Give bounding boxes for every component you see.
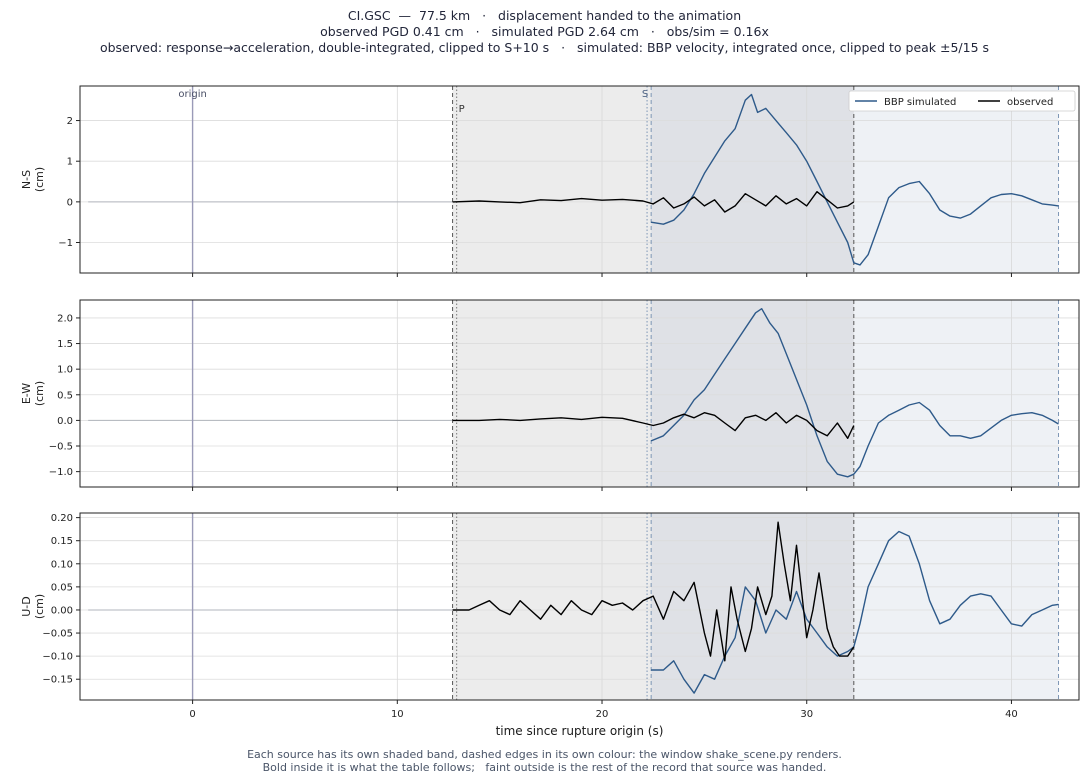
simulated-series-line: [650, 308, 1059, 478]
panel-1: −1 0 1 2 N-S(cm) origin P S BBP simulated observe…: [20, 85, 1080, 277]
panel-2: −1.0 −0.5 0.0 0.5 1.0 1.5 2.0 E-W(cm): [20, 299, 1080, 491]
observed-series-line: [452, 191, 855, 213]
legend-label-observed: observed: [1007, 97, 1053, 108]
y-axis-label: N-S(cm): [20, 167, 46, 192]
y-tick-label: 1.0: [57, 365, 73, 376]
p-marker-label: P: [459, 104, 465, 115]
chart-legend: BBP simulated observed: [848, 90, 1076, 112]
y-tick-label: 0.15: [51, 536, 73, 547]
y-tick-label: 0.05: [51, 582, 73, 593]
legend-label-simulated: BBP simulated: [884, 97, 956, 108]
simulated-series-line: [650, 93, 1059, 266]
overlap-window-band: [651, 300, 854, 487]
y-tick-label: 0.0: [57, 416, 73, 427]
y-tick-label: −0.5: [49, 442, 73, 453]
y-tick-label: 0.5: [57, 390, 73, 401]
panel-3: −0.15 −0.10 −0.05 0.00 0.05 0.10 0.15 0.20 0 10 20…: [20, 512, 1080, 720]
x-tick-label: 10: [391, 709, 404, 720]
chart-title-line-3: observed: response→acceleration, double-…: [99, 40, 990, 55]
y-tick-label: 0.20: [51, 513, 73, 524]
overlap-window-band: [651, 513, 854, 700]
x-tick-label: 30: [800, 709, 813, 720]
y-tick-label: −1: [58, 238, 73, 249]
y-axis-label: E-W(cm): [20, 381, 46, 406]
panel-plot-area: [80, 86, 1079, 273]
y-tick-label: 0: [67, 197, 73, 208]
chart-title-line-1: CI.GSC — 77.5 km · displacement handed t…: [347, 8, 742, 23]
panel-plot-area: [80, 513, 1079, 700]
y-tick-label: 0.00: [51, 605, 73, 616]
y-tick-label: −0.10: [42, 652, 73, 663]
origin-marker-label: origin: [178, 89, 206, 100]
footnote-line-2: Bold inside it is what the table follows…: [262, 761, 827, 774]
chart-title-line-2: observed PGD 0.41 cm · simulated PGD 2.6…: [320, 24, 769, 39]
x-tick-label: 40: [1005, 709, 1018, 720]
overlap-window-band: [651, 86, 854, 273]
panel-frame: [79, 512, 1080, 701]
footnote-line-1: Each source has its own shaded band, das…: [247, 748, 842, 761]
panel-frame: [79, 85, 1080, 274]
x-tick-label: 20: [596, 709, 609, 720]
observed-series-line: [452, 412, 855, 439]
y-tick-label: 1: [67, 157, 73, 168]
y-tick-label: 0.10: [51, 559, 73, 570]
legend-box: [848, 90, 1076, 112]
y-tick-label: 2: [67, 116, 73, 127]
observed-series-line: [452, 521, 855, 662]
panel-plot-area: [80, 300, 1079, 487]
simulated-series-line: [651, 530, 1059, 694]
x-axis-label: time since rupture origin (s): [495, 724, 664, 738]
y-tick-label: −0.15: [42, 675, 73, 686]
s-marker-label: S: [642, 89, 648, 100]
y-tick-label: 2.0: [57, 313, 73, 324]
x-tick-label: 0: [189, 709, 195, 720]
y-tick-label: 1.5: [57, 339, 73, 350]
y-axis-label: U-D(cm): [20, 594, 46, 619]
y-tick-label: −1.0: [49, 467, 73, 478]
panel-frame: [79, 299, 1080, 488]
y-tick-label: −0.05: [42, 629, 73, 640]
